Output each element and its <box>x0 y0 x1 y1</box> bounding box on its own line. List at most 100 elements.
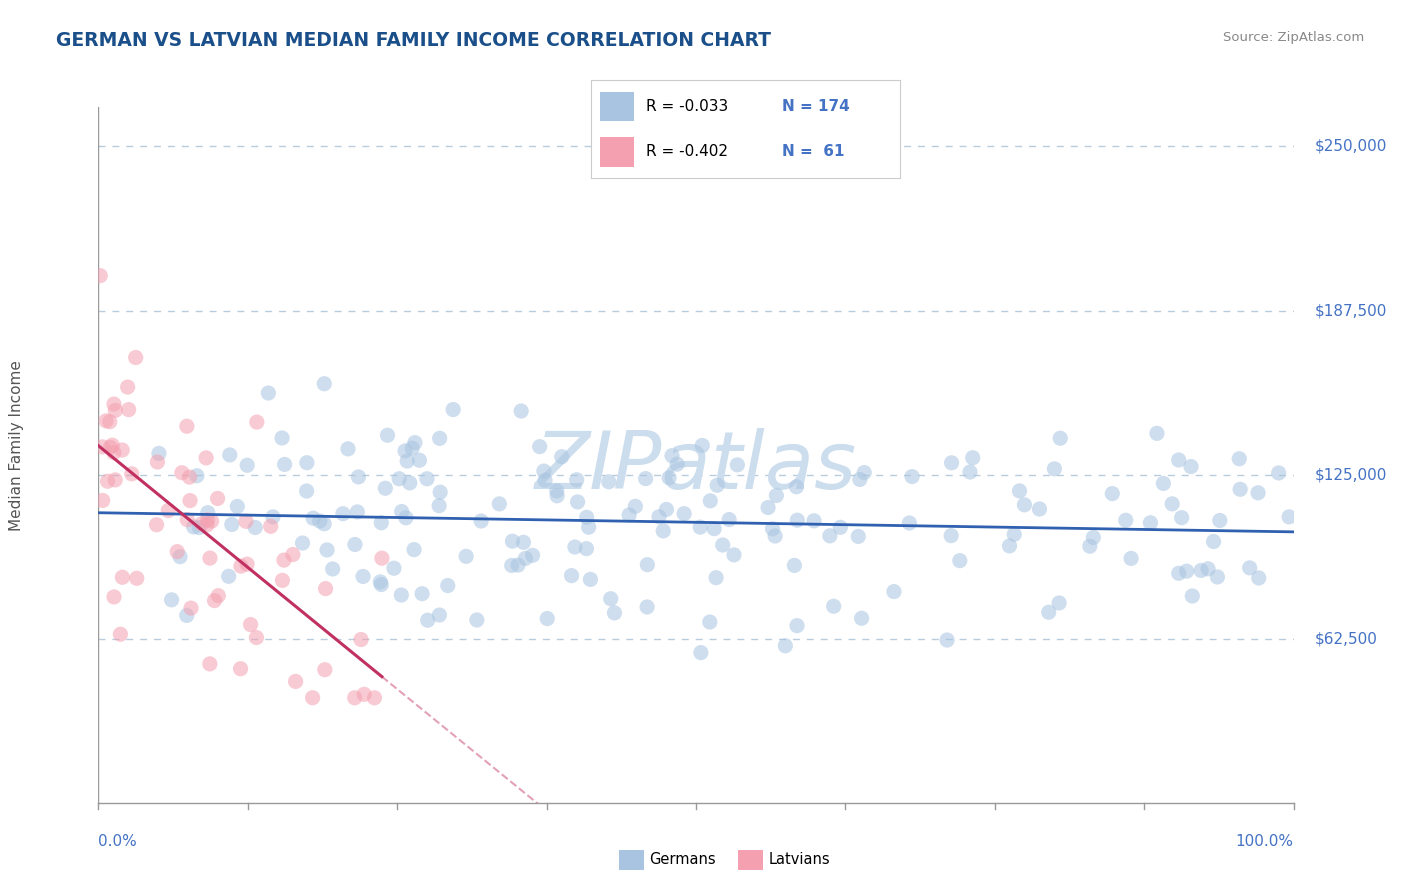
Text: Median Family Income: Median Family Income <box>10 360 24 532</box>
Point <box>1152 476 1174 491</box>
Text: 0.0%: 0.0% <box>98 834 138 849</box>
Point <box>408 453 430 467</box>
Point <box>169 549 191 564</box>
Point <box>823 599 845 614</box>
Point <box>96 474 118 488</box>
Point <box>429 431 451 445</box>
Point <box>281 548 304 562</box>
Point <box>398 475 420 490</box>
Point <box>104 473 127 487</box>
Point <box>146 455 169 469</box>
Point <box>673 507 696 521</box>
Point <box>470 514 492 528</box>
Point <box>235 514 257 528</box>
Point <box>501 558 523 573</box>
Point <box>506 558 529 573</box>
Point <box>962 450 984 465</box>
Text: ZIPatlas: ZIPatlas <box>534 428 858 506</box>
Point <box>1028 502 1050 516</box>
Point <box>883 584 905 599</box>
Point <box>561 568 583 582</box>
Point <box>1167 453 1189 467</box>
Text: Germans: Germans <box>650 853 716 867</box>
Point <box>337 442 360 456</box>
Point <box>389 588 412 602</box>
Point <box>529 440 551 454</box>
Point <box>429 608 451 623</box>
Point <box>1008 483 1031 498</box>
Point <box>1239 561 1261 575</box>
Point <box>1101 486 1123 500</box>
Point <box>322 562 344 576</box>
Point <box>603 606 626 620</box>
Point <box>207 491 229 506</box>
Point <box>103 397 125 411</box>
Point <box>218 448 240 462</box>
Point <box>1278 509 1301 524</box>
Point <box>1197 562 1219 576</box>
Point <box>111 443 134 458</box>
Point <box>284 674 307 689</box>
Point <box>145 517 167 532</box>
Point <box>756 500 779 515</box>
Point <box>370 516 392 530</box>
Point <box>949 554 972 568</box>
Point <box>1014 498 1036 512</box>
Point <box>689 646 711 660</box>
Point <box>1181 589 1204 603</box>
Point <box>699 493 721 508</box>
Point <box>148 446 170 460</box>
Point <box>551 450 574 464</box>
Point <box>103 445 125 459</box>
Point <box>257 386 280 401</box>
Point <box>346 505 368 519</box>
Point <box>533 464 555 478</box>
Point <box>350 632 373 647</box>
Text: $250,000: $250,000 <box>1315 139 1386 154</box>
Point <box>188 520 211 534</box>
Point <box>388 472 411 486</box>
Bar <box>600 137 634 167</box>
Point <box>1209 514 1232 528</box>
Point <box>765 489 787 503</box>
Point <box>245 631 267 645</box>
Point <box>262 509 284 524</box>
Point <box>456 549 478 564</box>
Point <box>652 524 675 538</box>
Point <box>226 500 249 514</box>
Point <box>655 502 678 516</box>
Point <box>718 512 741 526</box>
Point <box>302 511 325 525</box>
Text: 100.0%: 100.0% <box>1236 834 1294 849</box>
Point <box>690 438 713 452</box>
Point <box>394 444 416 458</box>
Point <box>436 578 458 592</box>
Point <box>315 582 337 596</box>
Point <box>395 510 418 524</box>
Point <box>575 510 598 524</box>
Point <box>1227 451 1250 466</box>
Point <box>1170 510 1192 524</box>
Point <box>522 549 544 563</box>
Point <box>198 551 221 566</box>
Point <box>160 592 183 607</box>
Point <box>699 615 721 629</box>
Point <box>195 450 218 465</box>
Bar <box>600 92 634 121</box>
Point <box>689 520 711 534</box>
Point <box>91 493 114 508</box>
Point <box>786 513 808 527</box>
Point <box>117 380 139 394</box>
Point <box>488 497 510 511</box>
Point <box>221 517 243 532</box>
Point <box>314 516 336 531</box>
Point <box>352 569 374 583</box>
Point <box>218 569 240 583</box>
Point <box>229 559 252 574</box>
Point <box>898 516 921 530</box>
Point <box>818 529 841 543</box>
Point <box>598 475 620 489</box>
Point <box>851 611 873 625</box>
Point <box>111 570 134 584</box>
Point <box>363 690 385 705</box>
